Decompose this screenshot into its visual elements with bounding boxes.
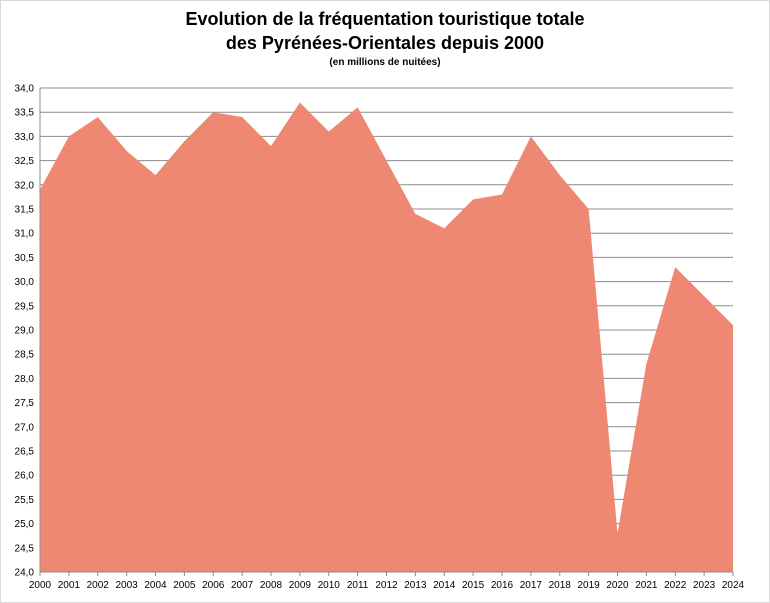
x-tick-label: 2011: [347, 580, 369, 591]
y-tick-label: 28,0: [15, 374, 35, 385]
x-tick-label: 2024: [722, 580, 745, 591]
x-tick-label: 2007: [231, 580, 254, 591]
y-tick-label: 30,0: [15, 277, 35, 288]
y-tick-label: 24,0: [15, 568, 35, 579]
chart-title-line2: des Pyrénées-Orientales depuis 2000: [225, 33, 545, 53]
y-tick-label: 31,0: [15, 229, 35, 240]
y-tick-label: 27,0: [15, 422, 35, 433]
x-tick-label: 2013: [404, 580, 427, 591]
x-tick-label: 2004: [144, 580, 167, 591]
y-tick-label: 26,0: [15, 471, 35, 482]
chart-subtitle: (en millions de nuitées): [329, 57, 441, 68]
x-tick-label: 2016: [491, 580, 514, 591]
x-tick-label: 2021: [635, 580, 658, 591]
y-tick-label: 28,5: [15, 350, 35, 361]
x-tick-label: 2020: [606, 580, 629, 591]
y-tick-label: 26,5: [15, 447, 35, 458]
x-tick-label: 2012: [375, 580, 398, 591]
y-tick-label: 24,5: [15, 543, 35, 554]
x-tick-label: 2006: [202, 580, 225, 591]
x-tick-label: 2023: [693, 580, 716, 591]
y-tick-label: 30,5: [15, 253, 35, 264]
x-tick-label: 2018: [549, 580, 572, 591]
x-tick-label: 2017: [520, 580, 543, 591]
chart-title-line1: Evolution de la fréquentation touristiqu…: [185, 9, 585, 29]
x-tick-label: 2019: [578, 580, 601, 591]
area-series: [39, 102, 734, 573]
axes: [39, 88, 734, 576]
y-tick-label: 33,0: [15, 132, 35, 143]
y-tick-label: 27,5: [15, 398, 35, 409]
x-tick-label: 2003: [116, 580, 139, 591]
y-tick-label: 31,5: [15, 205, 35, 216]
x-tick-label: 2001: [58, 580, 81, 591]
x-tick-label: 2000: [29, 580, 52, 591]
y-tick-label: 34,0: [15, 84, 35, 95]
x-tick-label: 2005: [173, 580, 196, 591]
y-tick-label: 33,5: [15, 108, 35, 119]
x-tick-label: 2010: [318, 580, 341, 591]
area-fill: [40, 102, 733, 573]
x-tick-labels: 2000 2001 2002 2003 2004 2005 2006 2007 2008 2009…: [29, 580, 745, 591]
x-tick-label: 2008: [260, 580, 283, 591]
y-tick-label: 32,0: [15, 180, 35, 191]
x-tick-label: 2015: [462, 580, 485, 591]
y-tick-labels: 24,0 24,5 25,0 25,5 26,0 26,5 27,0 27,5 28,0 28,5…: [15, 84, 35, 579]
y-tick-label: 25,5: [15, 495, 35, 506]
x-tick-label: 2002: [87, 580, 110, 591]
x-tick-label: 2014: [433, 580, 456, 591]
x-tick-label: 2022: [664, 580, 687, 591]
y-tick-label: 25,0: [15, 519, 35, 530]
y-tick-label: 32,5: [15, 156, 35, 167]
y-tick-label: 29,0: [15, 326, 35, 337]
x-tick-label: 2009: [289, 580, 312, 591]
y-tick-label: 29,5: [15, 301, 35, 312]
